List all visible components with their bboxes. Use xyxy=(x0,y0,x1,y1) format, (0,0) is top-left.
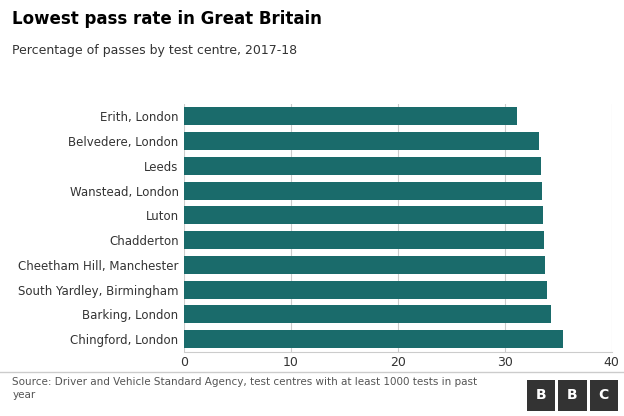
Text: Percentage of passes by test centre, 2017-18: Percentage of passes by test centre, 201… xyxy=(12,44,298,57)
Text: B: B xyxy=(567,389,578,402)
Bar xyxy=(184,132,539,150)
Bar xyxy=(184,231,544,249)
Bar xyxy=(184,107,517,125)
Bar xyxy=(184,206,543,224)
Bar xyxy=(184,157,541,175)
Bar xyxy=(184,256,545,274)
Text: Source: Driver and Vehicle Standard Agency, test centres with at least 1000 test: Source: Driver and Vehicle Standard Agen… xyxy=(12,377,477,400)
Bar xyxy=(184,305,550,323)
Text: C: C xyxy=(598,389,609,402)
Bar xyxy=(184,330,563,348)
Text: Lowest pass rate in Great Britain: Lowest pass rate in Great Britain xyxy=(12,10,323,28)
Bar xyxy=(184,281,547,299)
Text: B: B xyxy=(536,389,547,402)
Bar xyxy=(184,182,542,200)
